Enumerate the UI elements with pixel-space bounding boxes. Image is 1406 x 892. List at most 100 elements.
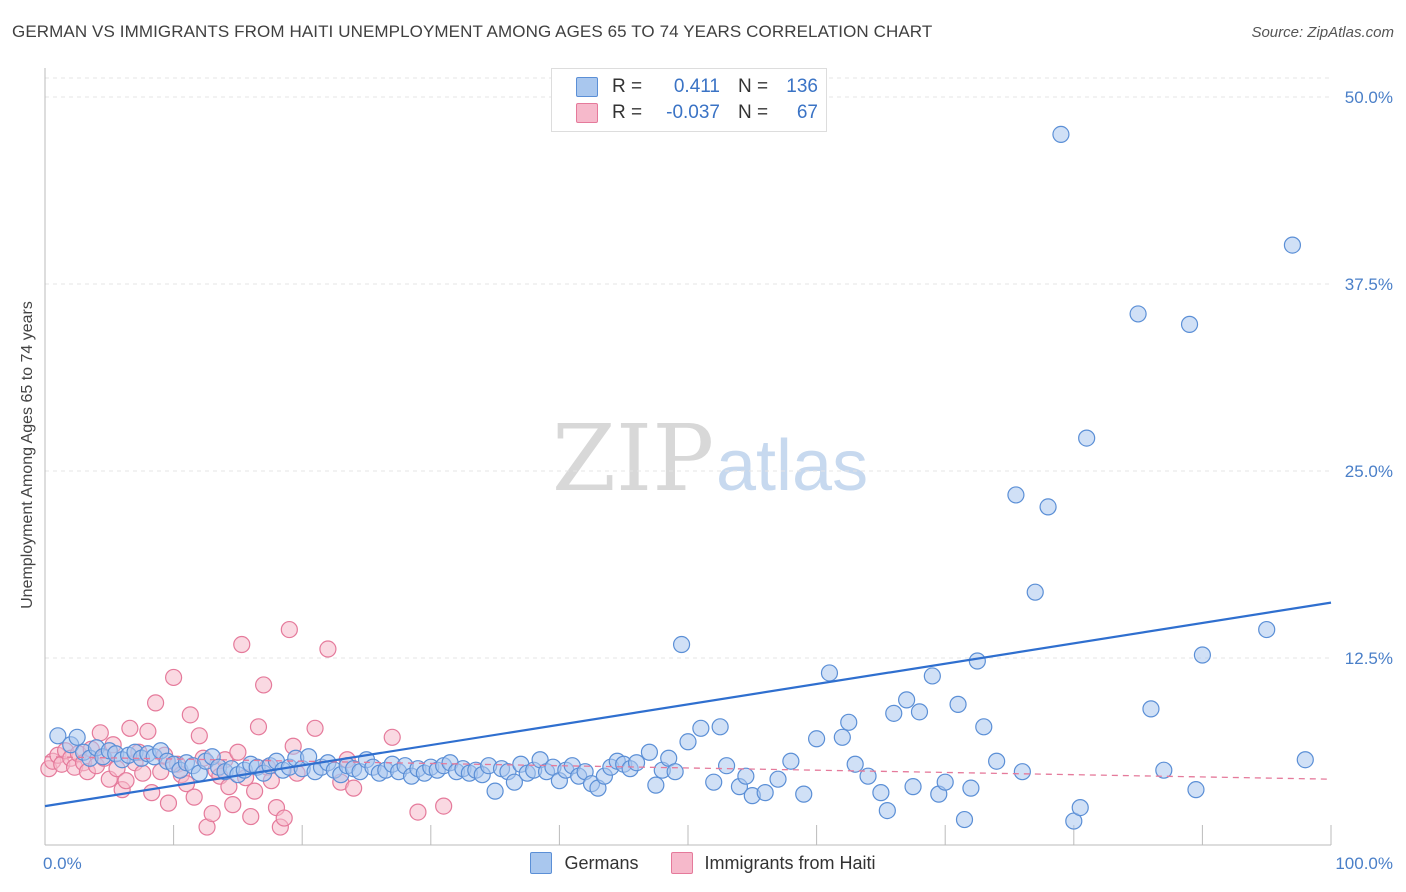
y-tick-labels: 12.5% 25.0% 37.5% 50.0% <box>1345 88 1393 668</box>
germans-point-139 <box>1155 761 1173 779</box>
germans-point-94 <box>666 763 684 781</box>
germans-point-132 <box>1039 498 1057 516</box>
haiti-point-25 <box>146 694 165 712</box>
haiti-point-65 <box>409 803 427 821</box>
chart-title: GERMAN VS IMMIGRANTS FROM HAITI UNEMPLOY… <box>12 22 933 41</box>
germans-point-116 <box>885 704 903 722</box>
haiti-point-38 <box>203 804 221 823</box>
haiti-point-22 <box>134 764 152 782</box>
haiti-point-43 <box>224 796 242 814</box>
germans-point-137 <box>1129 305 1147 323</box>
germans-point-97 <box>692 719 710 737</box>
germans-point-99 <box>711 718 729 736</box>
germans-trend-line <box>44 601 1332 808</box>
germans-point-70 <box>505 773 523 791</box>
series-legend: Germans Immigrants from Haiti <box>0 852 1406 874</box>
haiti-point-29 <box>165 668 183 687</box>
germans-point-135 <box>1071 798 1089 817</box>
haiti-point-49 <box>249 718 268 736</box>
y-tick-label-1: 25.0% <box>1345 462 1393 481</box>
haiti-point-47 <box>242 807 260 826</box>
germans-point-118 <box>904 778 922 796</box>
haiti-point-63 <box>345 779 363 797</box>
germans-point-141 <box>1187 781 1205 799</box>
haiti-point-34 <box>185 788 203 806</box>
y-tick-label-3: 50.0% <box>1345 88 1393 107</box>
n-value: 67 <box>796 102 818 123</box>
germans-point-123 <box>949 695 967 713</box>
axes <box>44 68 1332 846</box>
haiti-point-66 <box>435 797 453 815</box>
germans-point-122 <box>936 773 954 791</box>
haiti-point-35 <box>190 727 208 745</box>
germans-point-95 <box>672 635 691 654</box>
germans-point-136 <box>1078 429 1096 447</box>
germans-point-129 <box>1007 486 1025 504</box>
germans-point-124 <box>955 810 974 829</box>
germans-point-90 <box>640 743 659 761</box>
correlation-legend: R = 0.411 N = 136 R = -0.037 N = 67 <box>551 68 827 132</box>
germans-point-91 <box>647 776 665 794</box>
trend-lines <box>44 601 1332 808</box>
germans-point-114 <box>872 784 890 802</box>
haiti-point-56 <box>280 620 298 639</box>
haiti-trend-line <box>44 756 1332 780</box>
germans-point-130 <box>1013 763 1031 781</box>
haiti-points <box>40 620 453 836</box>
germans-point-143 <box>1258 620 1276 639</box>
n-value: 136 <box>786 76 818 97</box>
germans-legend-swatch <box>530 852 553 874</box>
germans-point-133 <box>1052 125 1070 143</box>
germans-point-100 <box>717 757 736 775</box>
x-tick-labels: 0.0% 100.0% <box>43 854 1393 873</box>
haiti-point-60 <box>319 640 337 658</box>
haiti-legend-swatch <box>670 852 693 874</box>
y-tick-label-2: 37.5% <box>1345 275 1393 294</box>
germans-point-113 <box>859 767 877 785</box>
haiti-swatch <box>576 103 598 123</box>
haiti-point-50 <box>255 676 273 694</box>
x-tick-label-max: 100.0% <box>1335 854 1393 873</box>
germans-point-126 <box>968 652 986 670</box>
y-tick-label-0: 12.5% <box>1345 649 1393 668</box>
germans-point-125 <box>962 779 980 797</box>
germans-point-112 <box>846 755 864 773</box>
legend-item-germans: Germans <box>530 852 639 874</box>
haiti-point-59 <box>306 719 324 737</box>
x-tick-label-min: 0.0% <box>43 854 82 873</box>
germans-point-110 <box>833 728 851 746</box>
legend-row-germans: R = 0.411 N = 136 <box>576 75 818 99</box>
n-label: N = <box>738 102 769 123</box>
germans-point-144 <box>1283 236 1302 254</box>
n-label: N = <box>738 76 769 97</box>
germans-point-98 <box>705 773 723 791</box>
germans-point-109 <box>820 664 839 682</box>
germans-point-107 <box>795 785 813 803</box>
haiti-point-12 <box>91 724 109 742</box>
germans-point-117 <box>898 691 916 709</box>
watermark: ZIP atlas <box>552 405 868 512</box>
haiti-point-28 <box>159 794 178 812</box>
germans-point-142 <box>1193 646 1212 664</box>
haiti-point-19 <box>121 719 139 737</box>
germans-point-128 <box>988 752 1006 770</box>
germans-point-67 <box>486 782 504 800</box>
germans-legend-label: Germans <box>564 852 639 873</box>
germans-point-106 <box>782 752 800 770</box>
haiti-point-44 <box>229 743 247 761</box>
haiti-point-18 <box>117 772 135 790</box>
germans-point-102 <box>737 767 755 785</box>
watermark-atlas: atlas <box>716 426 868 506</box>
haiti-point-45 <box>233 635 251 654</box>
haiti-point-48 <box>246 782 264 800</box>
haiti-point-64 <box>383 728 401 746</box>
germans-point-38 <box>300 748 318 766</box>
germans-point-138 <box>1142 700 1160 718</box>
haiti-point-23 <box>139 722 157 740</box>
germans-point-108 <box>807 730 826 748</box>
germans-point-127 <box>975 718 993 736</box>
watermark-zip: ZIP <box>552 405 714 512</box>
germans-point-0 <box>49 727 67 745</box>
germans-point-111 <box>840 713 858 731</box>
